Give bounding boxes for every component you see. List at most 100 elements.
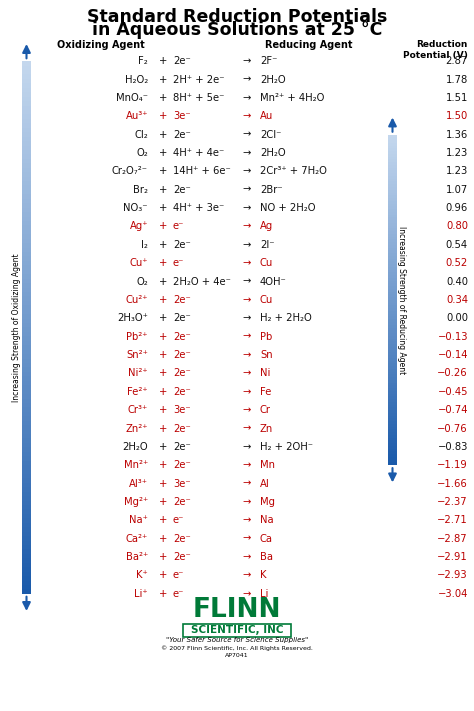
- Bar: [22, 496, 31, 501]
- Bar: [22, 172, 31, 176]
- Bar: [388, 306, 397, 308]
- Text: 2Cr³⁺ + 7H₂O: 2Cr³⁺ + 7H₂O: [260, 166, 327, 176]
- Bar: [22, 269, 31, 274]
- Bar: [388, 178, 397, 181]
- Text: K⁺: K⁺: [136, 570, 148, 580]
- Bar: [22, 443, 31, 447]
- Bar: [22, 65, 31, 70]
- Text: →: →: [243, 589, 251, 599]
- Bar: [22, 186, 31, 190]
- Bar: [388, 173, 397, 176]
- Text: Ni: Ni: [260, 368, 270, 378]
- Text: +: +: [159, 148, 167, 158]
- Bar: [388, 184, 397, 187]
- Text: 2H₂O: 2H₂O: [260, 148, 286, 158]
- Text: Cu⁺: Cu⁺: [129, 258, 148, 268]
- Text: →: →: [243, 497, 251, 507]
- Bar: [388, 149, 397, 151]
- Bar: [388, 341, 397, 344]
- Bar: [22, 181, 31, 186]
- Bar: [22, 105, 31, 110]
- Bar: [388, 344, 397, 347]
- Bar: [22, 532, 31, 536]
- Bar: [388, 297, 397, 300]
- Bar: [388, 193, 397, 196]
- Bar: [22, 469, 31, 474]
- Text: →: →: [243, 185, 251, 195]
- Text: 2H₂O: 2H₂O: [260, 75, 286, 85]
- Bar: [388, 377, 397, 380]
- Text: Pb²⁺: Pb²⁺: [127, 332, 148, 342]
- Text: +: +: [159, 497, 167, 507]
- Bar: [22, 550, 31, 554]
- Text: Reduction
Potential (V): Reduction Potential (V): [403, 40, 468, 60]
- Bar: [388, 272, 397, 275]
- Bar: [388, 256, 397, 259]
- Text: Na⁺: Na⁺: [129, 515, 148, 525]
- Bar: [22, 287, 31, 292]
- Bar: [22, 381, 31, 385]
- Bar: [388, 154, 397, 156]
- Text: 2e⁻: 2e⁻: [173, 332, 191, 342]
- Text: →: →: [243, 460, 251, 470]
- Bar: [388, 262, 397, 264]
- Text: 2e⁻: 2e⁻: [173, 56, 191, 66]
- Bar: [22, 328, 31, 332]
- Bar: [388, 360, 397, 363]
- Text: Reducing Agent: Reducing Agent: [265, 40, 353, 50]
- Text: +: +: [159, 552, 167, 562]
- Text: NO₃⁻: NO₃⁻: [124, 203, 148, 213]
- Text: −0.45: −0.45: [438, 387, 468, 397]
- Bar: [388, 201, 397, 203]
- Bar: [388, 218, 397, 220]
- Text: 1.23: 1.23: [446, 148, 468, 158]
- Bar: [388, 281, 397, 284]
- Bar: [388, 322, 397, 325]
- Bar: [388, 372, 397, 374]
- Bar: [388, 396, 397, 399]
- Text: 2e⁻: 2e⁻: [173, 424, 191, 434]
- Text: →: →: [243, 350, 251, 360]
- Text: 8H⁺ + 5e⁻: 8H⁺ + 5e⁻: [173, 93, 224, 103]
- Bar: [388, 165, 397, 168]
- Text: →: →: [243, 75, 251, 85]
- Text: −2.91: −2.91: [437, 552, 468, 562]
- Bar: [22, 159, 31, 164]
- Bar: [22, 217, 31, 221]
- Text: Increasing Strength of Reducing Agent: Increasing Strength of Reducing Agent: [398, 226, 407, 374]
- Text: K: K: [260, 570, 266, 580]
- Bar: [22, 341, 31, 346]
- Text: +: +: [159, 93, 167, 103]
- Text: →: →: [243, 258, 251, 268]
- Bar: [22, 230, 31, 235]
- Bar: [388, 319, 397, 322]
- Text: +: +: [159, 589, 167, 599]
- Text: Ca²⁺: Ca²⁺: [126, 534, 148, 544]
- Bar: [22, 589, 31, 594]
- Text: Cr: Cr: [260, 405, 271, 415]
- Bar: [388, 394, 397, 396]
- Bar: [22, 314, 31, 319]
- Bar: [388, 234, 397, 237]
- Bar: [388, 432, 397, 435]
- Bar: [22, 176, 31, 181]
- Text: +: +: [159, 368, 167, 378]
- Text: +: +: [159, 534, 167, 544]
- Text: Cu: Cu: [260, 295, 273, 305]
- Text: →: →: [243, 442, 251, 452]
- Bar: [388, 355, 397, 358]
- Bar: [388, 278, 397, 281]
- Bar: [388, 247, 397, 250]
- Bar: [22, 128, 31, 132]
- Text: Zn²⁺: Zn²⁺: [126, 424, 148, 434]
- Bar: [388, 383, 397, 385]
- Text: Ag: Ag: [260, 222, 273, 232]
- Bar: [22, 363, 31, 368]
- Bar: [388, 187, 397, 190]
- Bar: [22, 394, 31, 399]
- Text: 3e⁻: 3e⁻: [173, 405, 191, 415]
- Bar: [388, 176, 397, 178]
- Text: 2e⁻: 2e⁻: [173, 129, 191, 139]
- Text: Cu²⁺: Cu²⁺: [126, 295, 148, 305]
- Bar: [388, 462, 397, 465]
